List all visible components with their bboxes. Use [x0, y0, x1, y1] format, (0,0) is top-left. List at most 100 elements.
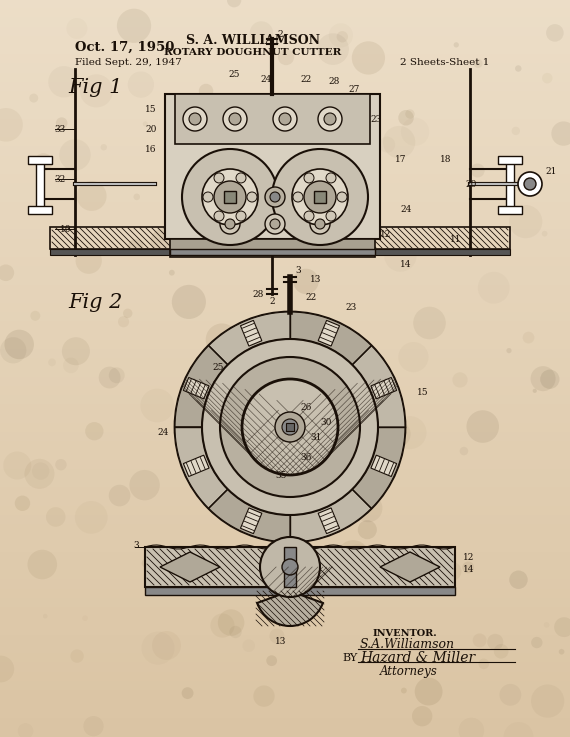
Bar — [371, 377, 397, 399]
Bar — [0, 681, 570, 692]
Text: ROTARY DOUGHNUT CUTTER: ROTARY DOUGHNUT CUTTER — [164, 47, 341, 57]
Polygon shape — [175, 346, 228, 427]
Text: 2: 2 — [269, 296, 275, 306]
Circle shape — [401, 688, 407, 694]
Polygon shape — [290, 489, 371, 542]
Text: 27: 27 — [348, 85, 359, 94]
Circle shape — [128, 240, 144, 255]
Bar — [0, 184, 570, 195]
Circle shape — [471, 164, 484, 178]
Circle shape — [337, 192, 347, 202]
Circle shape — [462, 562, 474, 573]
Text: 18: 18 — [440, 155, 451, 164]
Text: 32: 32 — [54, 175, 65, 184]
Text: 3: 3 — [295, 265, 300, 274]
Bar — [0, 331, 570, 342]
Circle shape — [142, 559, 150, 567]
Circle shape — [515, 66, 522, 71]
Circle shape — [265, 187, 285, 207]
Circle shape — [229, 113, 241, 125]
Bar — [0, 635, 570, 646]
Circle shape — [531, 366, 556, 391]
Circle shape — [292, 541, 301, 551]
Circle shape — [56, 117, 67, 129]
Circle shape — [0, 656, 14, 682]
Bar — [0, 229, 570, 240]
Circle shape — [437, 230, 443, 237]
Bar — [184, 377, 209, 399]
Bar — [165, 94, 380, 239]
Bar — [0, 8, 570, 19]
Circle shape — [211, 106, 243, 138]
Bar — [0, 579, 570, 590]
Text: 22: 22 — [300, 74, 311, 83]
Circle shape — [540, 369, 560, 389]
Bar — [0, 598, 570, 609]
Bar — [241, 321, 262, 346]
Bar — [0, 211, 570, 222]
Circle shape — [175, 312, 405, 542]
Circle shape — [270, 192, 280, 202]
Text: 22: 22 — [305, 293, 316, 301]
Circle shape — [76, 248, 102, 274]
Bar — [0, 690, 570, 701]
Bar — [28, 156, 52, 164]
Bar — [0, 478, 570, 489]
Text: 14: 14 — [463, 565, 474, 573]
Bar — [0, 395, 570, 406]
Circle shape — [129, 470, 160, 500]
Circle shape — [46, 507, 66, 527]
Bar — [371, 455, 397, 477]
Text: 17: 17 — [395, 155, 406, 164]
Circle shape — [118, 316, 129, 327]
Circle shape — [206, 324, 238, 356]
Bar — [0, 257, 570, 268]
Bar — [0, 561, 570, 572]
Bar — [0, 441, 570, 453]
Circle shape — [466, 411, 499, 443]
Bar — [0, 653, 570, 664]
Polygon shape — [380, 552, 440, 582]
Circle shape — [278, 49, 294, 65]
Bar — [0, 174, 570, 185]
Circle shape — [509, 570, 528, 589]
Text: 24: 24 — [260, 74, 271, 83]
Circle shape — [227, 0, 241, 7]
Circle shape — [117, 9, 151, 43]
Bar — [0, 294, 570, 305]
Circle shape — [415, 677, 442, 705]
Circle shape — [192, 360, 227, 395]
Text: 10: 10 — [60, 225, 71, 234]
Circle shape — [337, 540, 369, 572]
Circle shape — [344, 497, 348, 501]
Circle shape — [253, 685, 275, 707]
Bar — [170, 249, 375, 255]
Text: Hazard & Miller: Hazard & Miller — [360, 651, 475, 665]
Bar — [0, 570, 570, 581]
Circle shape — [293, 192, 303, 202]
Circle shape — [203, 192, 213, 202]
Circle shape — [169, 270, 175, 276]
Text: 15: 15 — [145, 105, 157, 113]
Circle shape — [554, 617, 570, 637]
Circle shape — [214, 211, 224, 221]
Bar — [0, 727, 570, 737]
Circle shape — [183, 107, 207, 131]
Circle shape — [182, 149, 278, 245]
Text: 12: 12 — [463, 553, 474, 562]
Circle shape — [220, 357, 360, 497]
Bar — [0, 45, 570, 56]
Circle shape — [413, 307, 446, 339]
Text: 14: 14 — [400, 259, 412, 268]
Text: 31: 31 — [310, 433, 321, 441]
Circle shape — [275, 412, 305, 442]
Circle shape — [487, 634, 503, 650]
Circle shape — [189, 113, 201, 125]
Circle shape — [77, 181, 107, 211]
Text: 21: 21 — [545, 167, 556, 175]
Polygon shape — [160, 552, 220, 582]
Circle shape — [315, 219, 325, 229]
Circle shape — [242, 379, 338, 475]
Circle shape — [214, 181, 246, 213]
Circle shape — [223, 107, 247, 131]
